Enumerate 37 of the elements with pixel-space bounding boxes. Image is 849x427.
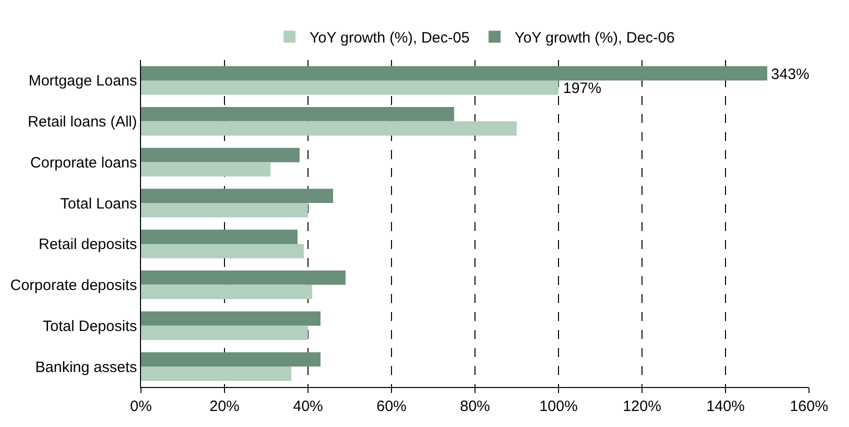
- x-tick-label: 100%: [539, 398, 578, 415]
- bar: [141, 107, 454, 122]
- bar: [141, 162, 270, 176]
- x-tick-label: 60%: [376, 398, 407, 415]
- bar: [141, 203, 308, 218]
- y-tick-label: Total Loans: [60, 195, 137, 212]
- y-tick-label: Corporate loans: [30, 154, 137, 172]
- y-tick-label: Retail deposits: [38, 236, 137, 254]
- bar: [141, 366, 292, 381]
- y-tick-label: Banking assets: [35, 358, 137, 376]
- x-tick-label: 40%: [292, 398, 324, 415]
- y-tick-label: Mortgage Loans: [28, 72, 137, 90]
- bar: [141, 284, 312, 300]
- legend-label: YoY growth (%), Dec-05: [310, 30, 470, 47]
- legend-label: YoY growth (%), Dec-06: [514, 30, 675, 47]
- bar: [141, 230, 298, 244]
- bar: [141, 66, 768, 80]
- bar: [141, 148, 300, 162]
- x-tick-label: 20%: [209, 398, 240, 415]
- bar: [141, 326, 308, 340]
- bar: [141, 270, 346, 285]
- annotation: 343%: [771, 66, 810, 83]
- x-tick-label: 80%: [460, 398, 490, 415]
- bar: [141, 311, 321, 326]
- bar: [141, 121, 517, 136]
- x-tick-label: 140%: [706, 398, 745, 415]
- y-tick-label: Corporate deposits: [10, 277, 137, 294]
- bar: [141, 244, 304, 258]
- annotation: 197%: [563, 80, 602, 97]
- bar: [141, 80, 558, 95]
- x-tick-label: 0%: [130, 398, 152, 415]
- y-tick-label: Retail loans (All): [28, 114, 137, 131]
- y-tick-label: Total Deposits: [42, 318, 137, 335]
- x-tick-label: 120%: [622, 398, 662, 415]
- bar: [141, 352, 321, 367]
- x-tick-label: 160%: [790, 398, 828, 415]
- bar: [141, 188, 334, 204]
